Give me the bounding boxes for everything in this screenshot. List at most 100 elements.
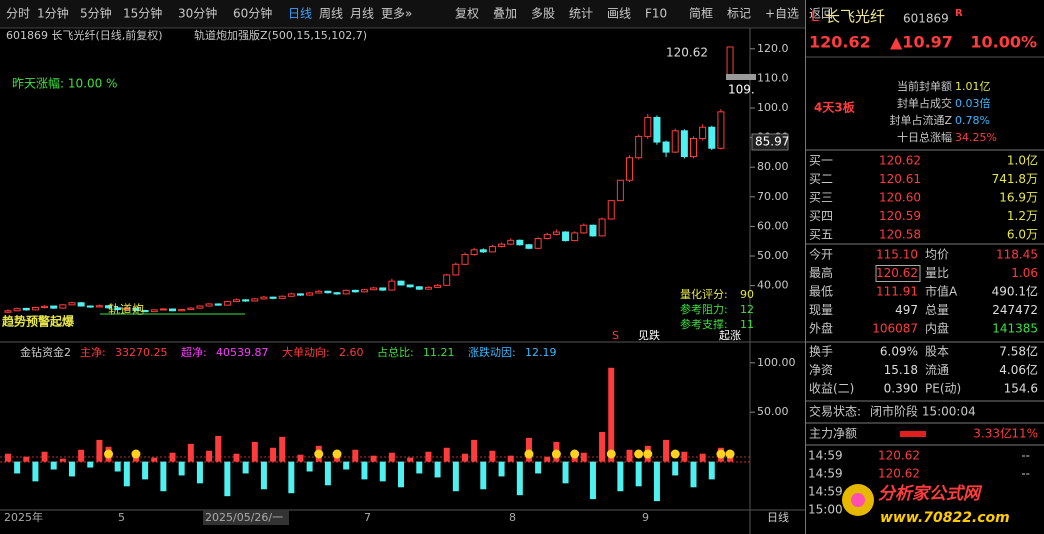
stat-label: 最高 <box>809 265 833 280</box>
candle-body <box>498 243 506 248</box>
flow-bar <box>32 461 39 482</box>
candle-body <box>635 135 643 159</box>
seal-value: 1.01亿 <box>955 80 991 93</box>
score-label: 参考阻力: <box>680 302 728 316</box>
score-value: 12 <box>740 303 754 316</box>
candle-body <box>169 308 177 312</box>
main-net-label: 主力净额 <box>809 427 857 441</box>
stat-label: 今开 <box>809 247 833 262</box>
flow-bar <box>260 461 267 490</box>
flow-bar <box>626 449 633 462</box>
candle-body <box>41 305 49 309</box>
candle-body <box>589 224 597 237</box>
stat-label: 大单动向: <box>282 345 330 359</box>
book-label: 买三 <box>809 191 833 205</box>
tool-button[interactable]: 多股 <box>531 7 555 21</box>
tool-button[interactable]: 返回 <box>809 7 833 21</box>
stat-value: 12.19 <box>525 346 557 359</box>
flow-bar <box>462 453 468 462</box>
flow-bar <box>78 449 85 462</box>
tool-button[interactable]: 标记 <box>727 7 751 21</box>
flow-bar <box>727 455 734 462</box>
signal-label: S <box>612 329 619 342</box>
period-tab[interactable]: 1分钟 <box>37 6 69 21</box>
status-value: 闭市阶段 15:00:04 <box>870 404 976 419</box>
flow-bar <box>443 447 450 462</box>
candle-body <box>607 200 615 220</box>
flow-bar <box>398 461 405 488</box>
stat-label: 内盘 <box>925 321 949 336</box>
watermark-title: 分析家公式网 <box>878 484 983 504</box>
candle-body <box>31 307 39 311</box>
period-tab[interactable]: 更多» <box>381 7 412 21</box>
candle-body <box>315 290 323 294</box>
flow-bar <box>68 461 75 477</box>
stat-label: 超净: <box>181 345 207 359</box>
period-tab[interactable]: 分时 <box>6 7 30 21</box>
change: ▲10.97 <box>890 33 953 52</box>
tool-button[interactable]: 画线 <box>607 7 631 21</box>
seal-value: 0.78% <box>955 114 990 127</box>
candle-body <box>370 287 378 291</box>
tool-button[interactable]: F10 <box>645 7 667 21</box>
period-tab[interactable]: 30分钟 <box>178 6 217 21</box>
x-label: 2025/05/26/一 <box>205 511 283 524</box>
flow-bar <box>169 452 176 462</box>
stat-value: 118.45 <box>996 248 1038 262</box>
candle-body <box>488 246 496 253</box>
candle-body <box>534 238 542 249</box>
candle-body <box>507 239 515 245</box>
stat-label: 量比 <box>925 266 949 280</box>
tool-button[interactable]: 复权 <box>455 7 479 21</box>
tool-button[interactable]: +自选 <box>765 7 799 21</box>
flow-bar <box>324 461 331 486</box>
left-label: 趋势预警起爆 <box>2 314 75 329</box>
flow-bar <box>215 435 222 462</box>
stat-label: 均价 <box>925 248 949 262</box>
y-tick-label: 120.0 <box>757 42 789 55</box>
flow-bar <box>343 461 350 470</box>
high-box <box>875 265 921 282</box>
flow-bar <box>114 461 121 472</box>
candle-body <box>470 249 478 256</box>
flow-bar <box>608 367 615 462</box>
period-tab[interactable]: 15分钟 <box>123 6 162 21</box>
book-price: 120.62 <box>879 154 921 168</box>
toolbar-bg <box>0 0 805 28</box>
last-label: 109. <box>728 83 755 97</box>
signal-dot <box>131 449 141 459</box>
period-tab[interactable]: 60分钟 <box>233 6 272 21</box>
flow-bar <box>498 461 505 477</box>
y-tick-label: 70.00 <box>757 190 789 203</box>
board: 4天3板 <box>814 100 856 115</box>
flow-bar <box>407 457 414 462</box>
y-tick-label: 110.0 <box>757 71 789 84</box>
stat-label: 涨跌动因: <box>468 345 516 359</box>
candle-body <box>351 289 359 293</box>
candle-body <box>178 309 186 312</box>
period-tab[interactable]: 5分钟 <box>80 6 112 21</box>
badge: R <box>955 8 963 19</box>
stat-label: 占总比: <box>377 345 414 359</box>
band-label: 轨道炮 <box>108 303 144 317</box>
tool-button[interactable]: 统计 <box>569 7 593 21</box>
book-volume: 1.2万 <box>1007 209 1038 223</box>
candle-body <box>434 284 442 288</box>
stat-value: 15.18 <box>884 363 918 377</box>
tool-button[interactable]: 简框 <box>689 7 713 21</box>
candle-body <box>644 116 652 137</box>
note: 昨天涨幅: 10.00 % <box>12 76 117 91</box>
period-tab[interactable]: 月线 <box>350 7 374 21</box>
period-tab[interactable]: 日线 <box>288 7 312 21</box>
period-label: 日线 <box>767 510 789 524</box>
period-tab[interactable]: 周线 <box>319 7 343 21</box>
candle-body <box>187 307 195 311</box>
candle-body <box>77 302 85 307</box>
y-tick-label: 50.00 <box>757 249 789 262</box>
stat-value: 120.62 <box>876 266 918 280</box>
flow-bar <box>544 456 551 462</box>
tool-button[interactable]: 叠加 <box>493 7 517 21</box>
flow-bar <box>41 451 48 462</box>
flow-bar <box>681 451 688 462</box>
x-label: 8 <box>509 511 516 524</box>
